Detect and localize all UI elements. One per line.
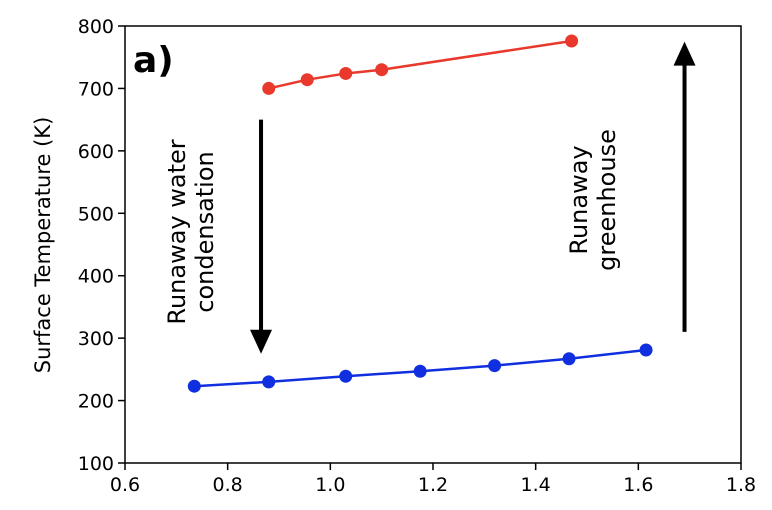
series-0-point <box>339 66 353 80</box>
series-0-point <box>565 34 579 48</box>
y-tick-label: 300 <box>78 328 114 350</box>
x-tick-label: 0.8 <box>213 474 243 496</box>
series-1-point <box>262 375 276 389</box>
series-0-point <box>262 81 276 95</box>
annotation-text-greenhouse: Runawaygreenhouse <box>565 129 621 271</box>
series-1-point <box>413 364 427 378</box>
annotation-text-condensation: Runaway watercondensation <box>163 139 219 324</box>
y-tick-label: 800 <box>78 16 114 38</box>
x-tick-label: 1.2 <box>418 474 448 496</box>
annotation-arrow-head <box>250 329 273 354</box>
annotation-layer: Runaway watercondensation Runawaygreenhou… <box>163 41 696 354</box>
series-0-point <box>375 63 389 77</box>
y-tick-label: 400 <box>78 266 114 288</box>
annotation-line: greenhouse <box>593 129 621 271</box>
x-tick-label: 1.0 <box>315 474 345 496</box>
y-tick-label: 100 <box>78 453 114 475</box>
y-axis: 100 200 300 400 500 600 700 800 <box>78 16 125 475</box>
y-tick-label: 700 <box>78 78 114 100</box>
series-1-point <box>639 343 653 357</box>
series-1-point <box>488 359 502 373</box>
x-tick-label: 1.4 <box>521 474 551 496</box>
y-tick-label: 200 <box>78 391 114 413</box>
y-axis-label: Surface Temperature (K) <box>31 117 55 374</box>
y-tick-label: 500 <box>78 203 114 225</box>
annotation-line: Runaway water <box>163 139 191 324</box>
x-tick-label: 1.8 <box>726 474 756 496</box>
panel-label: a) <box>133 40 174 81</box>
series-layer <box>187 34 653 393</box>
y-tick-label: 600 <box>78 141 114 163</box>
series-1-point <box>339 369 353 383</box>
series-0-line <box>268 39 572 90</box>
annotation-line: condensation <box>191 151 219 312</box>
x-tick-label: 1.6 <box>623 474 653 496</box>
annotation-arrow-head <box>673 41 696 66</box>
series-1-point <box>562 352 576 366</box>
x-axis: 0.6 0.8 1.0 1.2 1.4 1.6 1.8 <box>110 463 756 496</box>
series-1-point <box>187 379 201 393</box>
series-0-point <box>300 73 314 87</box>
x-tick-label: 0.6 <box>110 474 140 496</box>
annotation-line: Runaway <box>565 145 593 254</box>
